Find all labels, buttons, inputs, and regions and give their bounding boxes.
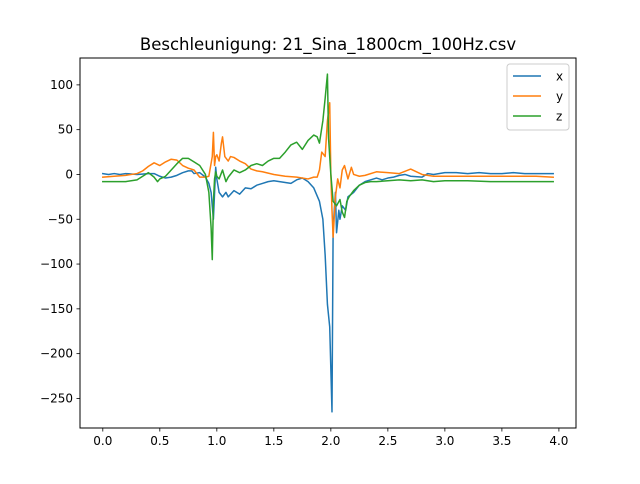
x-tick-label: 2.0 xyxy=(321,434,340,448)
y-tick-label: 0 xyxy=(65,167,73,181)
x-tick-label: 3.0 xyxy=(435,434,454,448)
y-axis: 100 50 0 −50 −100 −150 −200 −250 xyxy=(40,78,80,405)
x-tick-label: 1.5 xyxy=(264,434,283,448)
y-tick-label: −250 xyxy=(40,391,73,405)
legend-items: xyz xyxy=(513,70,563,124)
x-axis: 0.0 0.5 1.0 1.5 2.0 2.5 3.0 3.5 4.0 xyxy=(93,428,568,448)
legend-box xyxy=(506,63,570,131)
y-tick-label: −50 xyxy=(48,212,73,226)
x-tick-label: 0.5 xyxy=(150,434,169,448)
legend-label-x: x xyxy=(556,70,563,84)
legend-label-z: z xyxy=(556,110,562,124)
series-line-x xyxy=(101,166,554,413)
series-layer xyxy=(101,73,554,413)
legend-label-y: y xyxy=(556,90,563,104)
y-tick-label: 100 xyxy=(50,78,73,92)
x-tick-label: 2.5 xyxy=(378,434,397,448)
x-tick-label: 4.0 xyxy=(549,434,568,448)
y-tick-label: 50 xyxy=(58,123,73,137)
chart-title: Beschleunigung: 21_Sina_1800cm_100Hz.csv xyxy=(140,35,516,55)
plot-area: 0.0 0.5 1.0 1.5 2.0 2.5 3.0 3.5 4.0 100 50 0 −50 −10… xyxy=(40,57,577,448)
x-tick-label: 3.5 xyxy=(492,434,511,448)
legend: xyz xyxy=(506,63,570,131)
series-line-y xyxy=(101,102,554,238)
axes-frame xyxy=(79,57,577,429)
series-line-z xyxy=(102,73,554,261)
y-tick-label: −150 xyxy=(40,302,73,316)
x-tick-label: 0.0 xyxy=(93,434,112,448)
y-tick-label: −200 xyxy=(40,347,73,361)
x-tick-label: 1.0 xyxy=(207,434,226,448)
y-tick-label: −100 xyxy=(40,257,73,271)
